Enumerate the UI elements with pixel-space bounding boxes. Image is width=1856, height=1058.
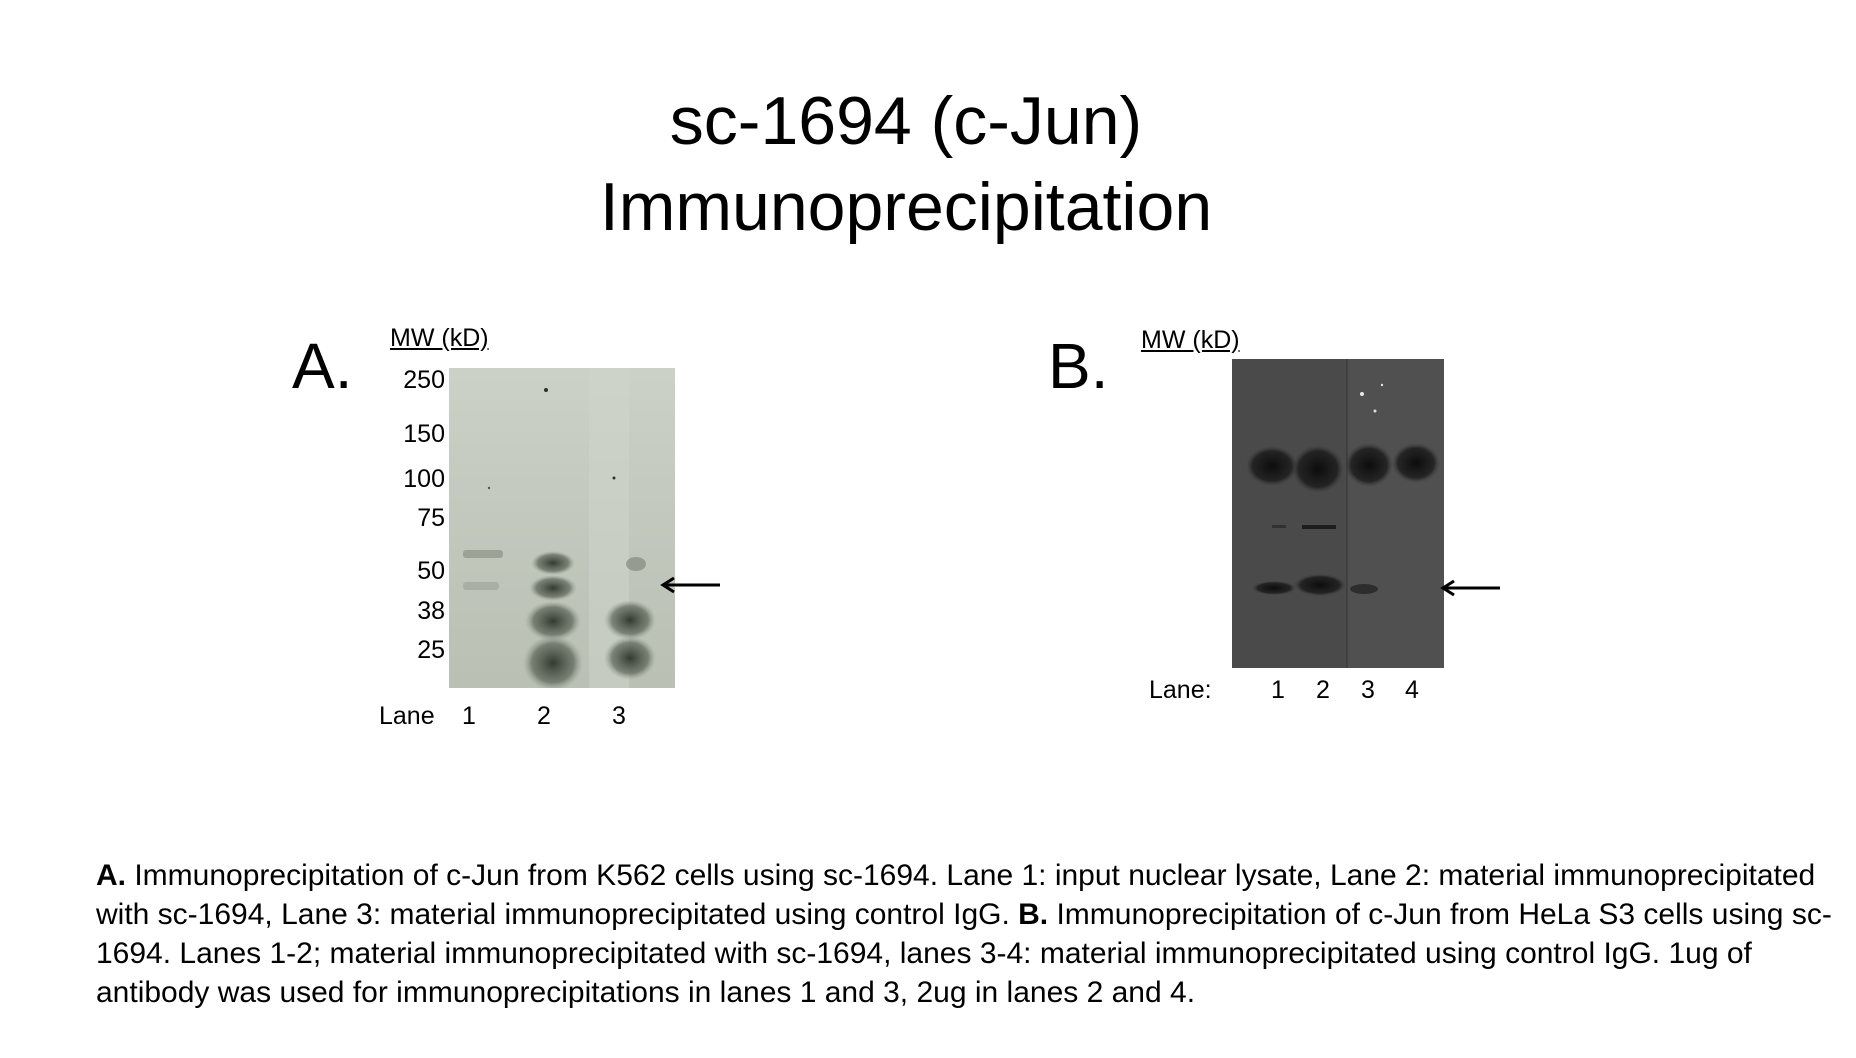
panel-a-lane-label: Lane xyxy=(379,702,435,730)
caption-panel-a-label: A. xyxy=(96,859,126,892)
panel-b-band-arrow xyxy=(1440,579,1500,597)
panel-a-tick: 150 xyxy=(403,420,445,448)
panel-b-lane-number: 3 xyxy=(1361,676,1375,704)
panel-a-band-arrow xyxy=(660,576,720,594)
title-line-1: sc-1694 (c-Jun) xyxy=(669,83,1143,159)
panel-a-tick: 25 xyxy=(417,636,445,664)
panel-a-lane-number: 3 xyxy=(612,702,626,730)
title-line-2: Immunoprecipitation xyxy=(599,169,1213,245)
figure-title: sc-1694 (c-Jun) Immunoprecipitation xyxy=(0,78,1812,250)
figure-caption: A. Immunoprecipitation of c-Jun from K56… xyxy=(96,856,1836,1012)
panel-b-lane-number: 2 xyxy=(1316,676,1330,704)
panel-a-lane-number: 1 xyxy=(462,702,476,730)
panel-a-tick: 50 xyxy=(417,557,445,585)
panel-a-tick: 38 xyxy=(417,597,445,625)
caption-panel-a-text: Immunoprecipitation of c-Jun from K562 c… xyxy=(96,859,1816,931)
panel-a-mw-label: MW (kD) xyxy=(390,324,489,352)
panel-a-tick: 75 xyxy=(417,504,445,532)
panel-a-tick: 100 xyxy=(403,465,445,493)
panel-b-label: B. xyxy=(1048,330,1109,402)
panel-b-mw-label: MW (kD) xyxy=(1141,326,1240,354)
panel-a-western-blot-image xyxy=(449,368,675,688)
panel-a-label: A. xyxy=(292,330,353,402)
panel-b-lane-number: 1 xyxy=(1271,676,1285,704)
caption-panel-b-text: Immunoprecipitation of c-Jun from HeLa S… xyxy=(96,898,1832,1009)
caption-panel-b-label: B. xyxy=(1018,898,1049,931)
panel-b-western-blot-image xyxy=(1232,359,1444,668)
panel-a-tick: 250 xyxy=(403,366,445,394)
panel-b-lane-number: 4 xyxy=(1405,676,1419,704)
panel-b-lane-label: Lane: xyxy=(1149,676,1212,704)
panel-a-lane-number: 2 xyxy=(537,702,551,730)
